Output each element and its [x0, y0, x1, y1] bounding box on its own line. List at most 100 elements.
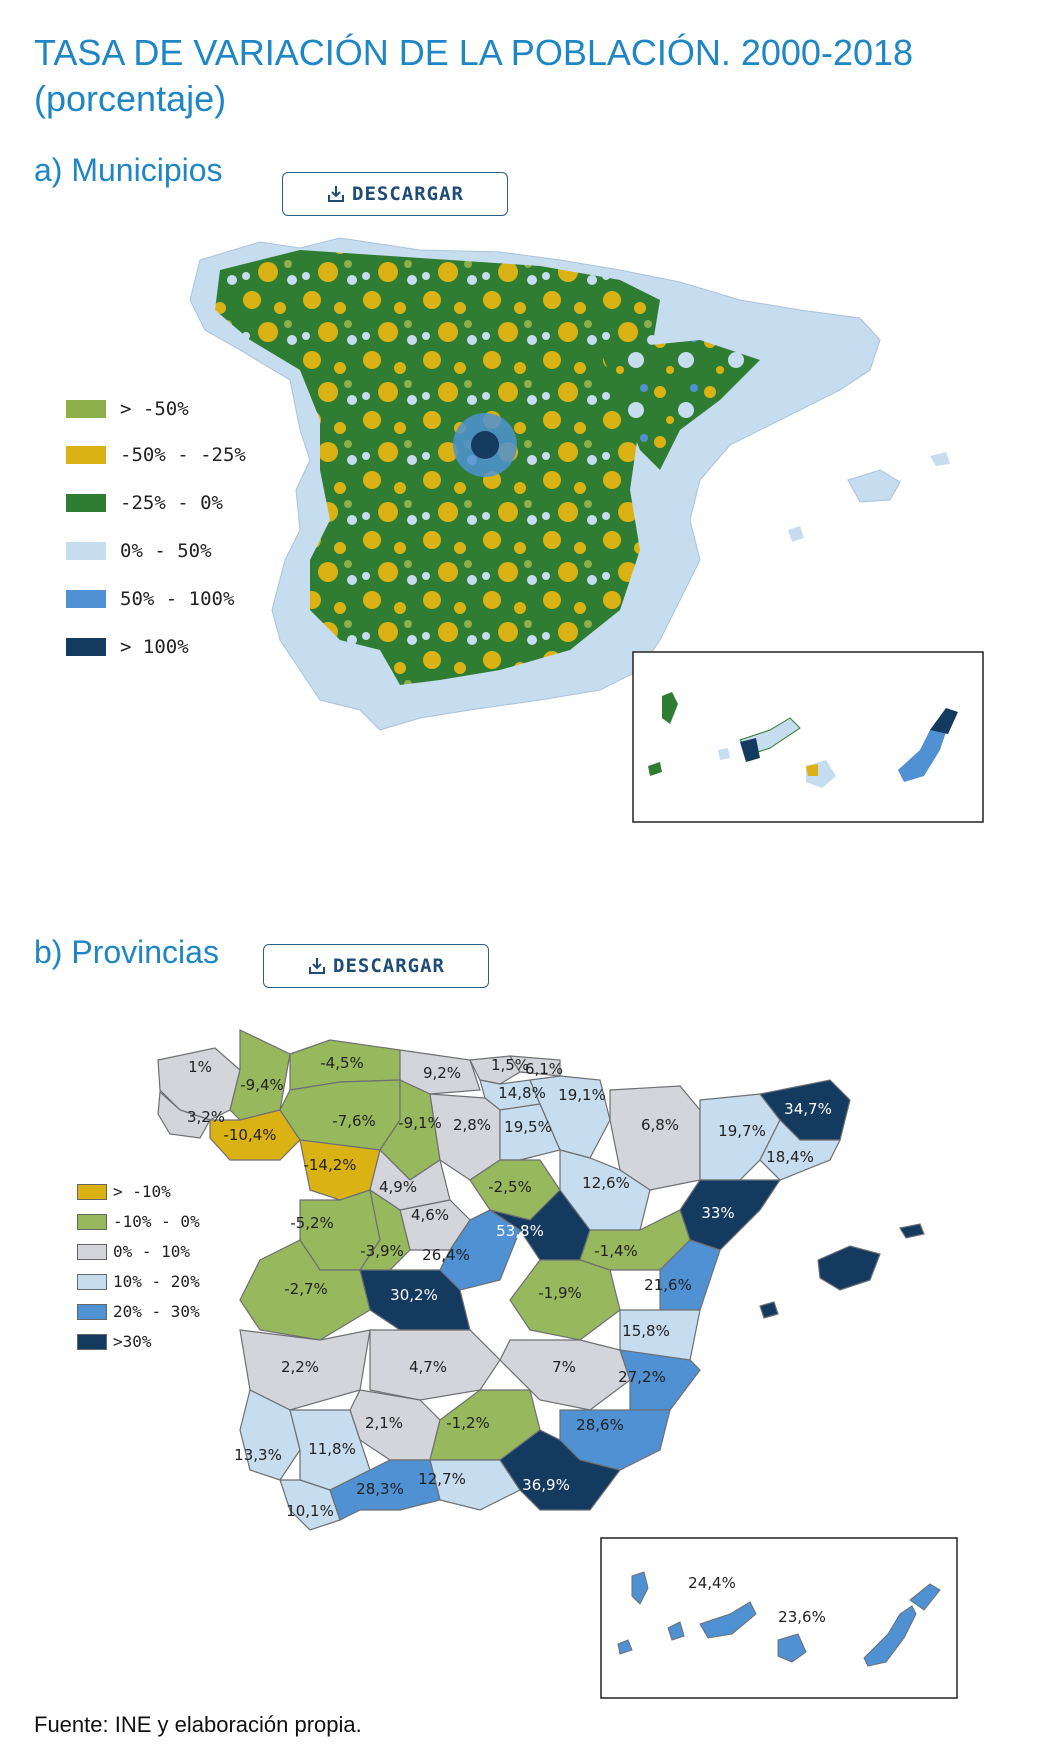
download-label: DESCARGAR [352, 183, 464, 205]
island-shape [667, 1621, 685, 1641]
province-value-label: 53,8% [496, 1222, 544, 1240]
legend-label: 20% - 30% [113, 1302, 200, 1321]
province-shape [369, 1329, 501, 1401]
province-value-label: 1,5% [491, 1056, 529, 1074]
legend-swatch [66, 494, 106, 512]
provincias-map: 1% 3,2% -9,4% -10,4% -4,5% 9,2% 1,5%6,1% 14,8% 1… [157, 1029, 958, 1699]
province-value-label: -5,2% [290, 1214, 334, 1232]
province-value-label: 4,7% [409, 1358, 447, 1376]
province-value-label: 2,8% [453, 1116, 491, 1134]
province-shape [509, 1259, 621, 1341]
province-value-label: -2,5% [488, 1178, 532, 1196]
province-value-label: -10,4% [223, 1126, 276, 1144]
download-button-provincias[interactable]: DESCARGAR [263, 944, 489, 988]
province-value-label: -4,5% [320, 1054, 364, 1072]
legend-swatch [66, 400, 106, 418]
province-value-label: 30,2% [390, 1286, 438, 1304]
page-title: TASA DE VARIACIÓN DE LA POBLACIÓN. 2000-… [34, 30, 994, 122]
province-value-label: 2,1% [365, 1414, 403, 1432]
download-button-municipios[interactable]: DESCARGAR [282, 172, 508, 216]
province-value-label: 23,6% [778, 1608, 826, 1626]
province-shape [609, 1085, 701, 1191]
municipios-map [189, 237, 984, 823]
province-labels: 1% 3,2% -9,4% -10,4% -4,5% 9,2% 1,5%6,1% 14,8% 1… [187, 1054, 880, 1626]
province-value-label: 18,4% [766, 1148, 814, 1166]
province-shape [899, 1223, 925, 1239]
province-value-label: -3,9% [360, 1242, 404, 1260]
island-shape [617, 1639, 633, 1655]
province-value-label: 27,2% [618, 1368, 666, 1386]
province-shape [329, 1459, 441, 1521]
legend-item: 0% - 10% [77, 1242, 190, 1261]
download-icon [328, 186, 345, 202]
province-value-label: -2,7% [284, 1280, 328, 1298]
legend-label: -25% - 0% [120, 492, 223, 514]
province-value-label: 4,9% [379, 1178, 417, 1196]
legend-item: 50% - 100% [66, 588, 234, 610]
legend-label: 0% - 10% [113, 1242, 191, 1261]
legend-swatch [77, 1213, 107, 1230]
legend-swatch [66, 590, 106, 608]
province-shape [499, 1339, 631, 1411]
province-shape [157, 1047, 241, 1121]
province-shape [209, 1109, 301, 1161]
province-value-label: 10,1% [286, 1502, 334, 1520]
section-b-label: b) Provincias [34, 934, 219, 970]
province-value-label: -1,4% [594, 1242, 638, 1260]
legend-item: 20% - 30% [77, 1302, 200, 1321]
island-shape [777, 1633, 807, 1663]
legend-swatch [77, 1243, 107, 1260]
province-shape [759, 1301, 779, 1319]
province-value-label: -9,4% [240, 1076, 284, 1094]
province-value-label: 33,5% [832, 1210, 880, 1228]
province-value-label: 15,8% [622, 1322, 670, 1340]
title-line-1: TASA DE VARIACIÓN DE LA POBLACIÓN. 2000-… [34, 32, 914, 73]
province-value-label: 26,4% [422, 1246, 470, 1264]
island-shape [699, 1601, 757, 1639]
province-value-label: 7% [552, 1358, 576, 1376]
province-value-label: 28,6% [576, 1416, 624, 1434]
province-value-label: 6,1% [525, 1060, 563, 1078]
province-value-label: 14,8% [498, 1084, 546, 1102]
province-shape [399, 1049, 481, 1095]
legend-municipios: > -50% -50% - -25% -25% - 0% 0% - 50% 50… [66, 398, 326, 678]
province-shape [469, 1055, 521, 1085]
legend-swatch [66, 446, 106, 464]
legend-provincias: > -10% -10% - 0% 0% - 10% 10% - 20% 20% … [77, 1182, 277, 1382]
source-note: Fuente: INE y elaboración propia. [34, 1712, 362, 1737]
legend-label: 0% - 50% [120, 540, 212, 562]
province-value-label: 28,3% [356, 1480, 404, 1498]
province-value-label: 2,2% [281, 1358, 319, 1376]
province-value-label: 19,7% [718, 1122, 766, 1140]
island-shape [863, 1605, 917, 1667]
legend-item: 0% - 50% [66, 540, 212, 562]
province-value-label: 24,4% [688, 1574, 736, 1592]
legend-swatch [77, 1303, 107, 1320]
province-value-label: 19,1% [558, 1086, 606, 1104]
legend-item: -50% - -25% [66, 444, 246, 466]
title-line-2: (porcentaje) [34, 78, 227, 119]
province-value-label: -14,2% [303, 1156, 356, 1174]
province-value-label: 3,2% [187, 1108, 225, 1126]
province-value-label: -1,9% [538, 1284, 582, 1302]
legend-swatch [66, 638, 106, 656]
legend-label: > 100% [120, 636, 189, 658]
province-value-label: 19,5% [504, 1118, 552, 1136]
province-shape [229, 1029, 291, 1121]
province-value-label: 34,7% [784, 1100, 832, 1118]
island-shape [909, 1583, 941, 1611]
legend-label: 50% - 100% [120, 588, 235, 610]
legend-item: -10% - 0% [77, 1212, 200, 1231]
legend-swatch [66, 542, 106, 560]
section-a-label: a) Municipios [34, 152, 223, 188]
legend-swatch [77, 1183, 107, 1200]
province-shape [359, 1269, 471, 1331]
legend-item: > 100% [66, 636, 189, 658]
province-value-label: 4,6% [411, 1206, 449, 1224]
legend-label: 10% - 20% [113, 1272, 200, 1291]
province-value-label: 1% [188, 1058, 212, 1076]
legend-item: > -50% [66, 398, 189, 420]
province-value-label: 36,9% [522, 1476, 570, 1494]
download-icon [309, 958, 326, 974]
legend-label: -50% - -25% [120, 444, 246, 466]
